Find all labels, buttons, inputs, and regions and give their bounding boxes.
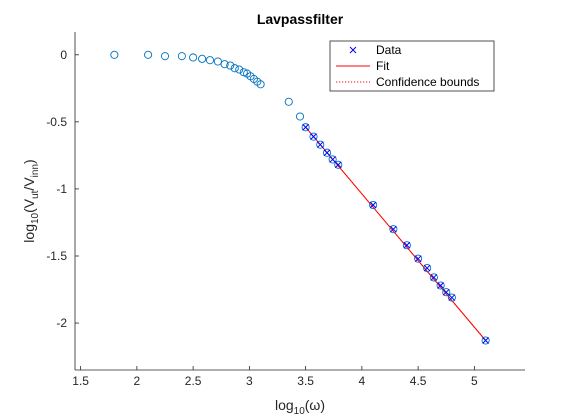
measured-point [144,50,153,59]
measured-point [481,336,490,345]
measured-point [442,288,451,297]
chart-title: Lavpassfilter [257,11,344,27]
data-point [437,282,444,289]
x-tick-label: 3.5 [297,374,314,388]
data-point [302,123,309,131]
data-point [482,337,489,344]
measured-point [235,65,244,74]
measured-point [447,293,456,302]
measured-point [436,281,445,290]
legend-data-x-marker [349,46,357,54]
x-tick-label: 2 [134,374,141,388]
measured-point [205,56,215,65]
measured-point [256,80,265,89]
measured-point [322,148,332,157]
measured-point [110,50,119,59]
x-tick-label: 4 [359,374,366,388]
x-tick-label: 2.5 [185,374,202,388]
measured-point [429,273,438,282]
legend-data-marker [349,46,357,54]
data-point [369,201,377,209]
measured-point [328,155,337,164]
measured-point [402,241,411,250]
measured-point [284,97,293,106]
y-tick-label: -1 [56,182,67,196]
y-tick-label: -2 [56,316,67,330]
y-tick-label: 0 [60,48,67,62]
y-tick-label: -1.5 [46,249,67,263]
measured-point [309,132,318,141]
data-point [329,156,336,163]
data-point [442,288,450,296]
legend: Data Fit Confidence bounds [329,40,495,92]
x-axis-ticks: 1.5 2 2.5 3 3.5 4 4.5 5 [72,366,478,388]
y-axis-ticks: 0 -0.5 -1 -1.5 -2 [46,48,79,330]
measured-point [198,54,207,63]
measured-point [414,254,423,263]
data-point [310,133,317,140]
x-tick-label: 1.5 [72,374,89,388]
x-tick-label: 4.5 [410,374,427,388]
data-point [430,274,438,281]
legend-label-data: Data [376,43,402,57]
legend-item-confidence: Confidence bounds [336,75,479,89]
measured-point [220,60,229,69]
x-tick-label: 5 [471,374,478,388]
measured-point [334,160,343,169]
data-point [414,255,422,263]
x-tick-label: 3 [246,374,253,388]
measured-point [369,200,378,210]
y-axis-label: log10(Vut/Vinn) [21,159,41,242]
data-point [316,141,324,149]
legend-label-fit: Fit [376,59,390,73]
y-tick-label: -0.5 [46,115,67,129]
legend-label-confidence: Confidence bounds [376,75,479,89]
legend-item-fit: Fit [336,59,390,73]
x-axis-label: log10(ω) [275,397,325,417]
data-point [448,294,456,301]
measured-point [316,140,325,149]
measured-point [301,123,310,132]
measured-point [226,61,235,70]
measured-point [295,112,305,121]
data-point [334,161,342,169]
data-point [403,241,411,249]
measured-point [177,52,186,61]
chart-marks [110,50,490,345]
measured-point [189,53,198,62]
measured-point [239,68,248,77]
data-point [390,225,397,233]
legend-item-data: Data [349,43,402,57]
measured-point [213,57,222,66]
measured-point [230,64,239,73]
measured-point [423,264,432,273]
y-axis-label-group: log10(Vut/Vinn) [21,159,41,242]
measured-point [389,225,398,234]
data-point [423,264,431,272]
data-point [323,149,331,157]
measured-point [160,52,170,61]
